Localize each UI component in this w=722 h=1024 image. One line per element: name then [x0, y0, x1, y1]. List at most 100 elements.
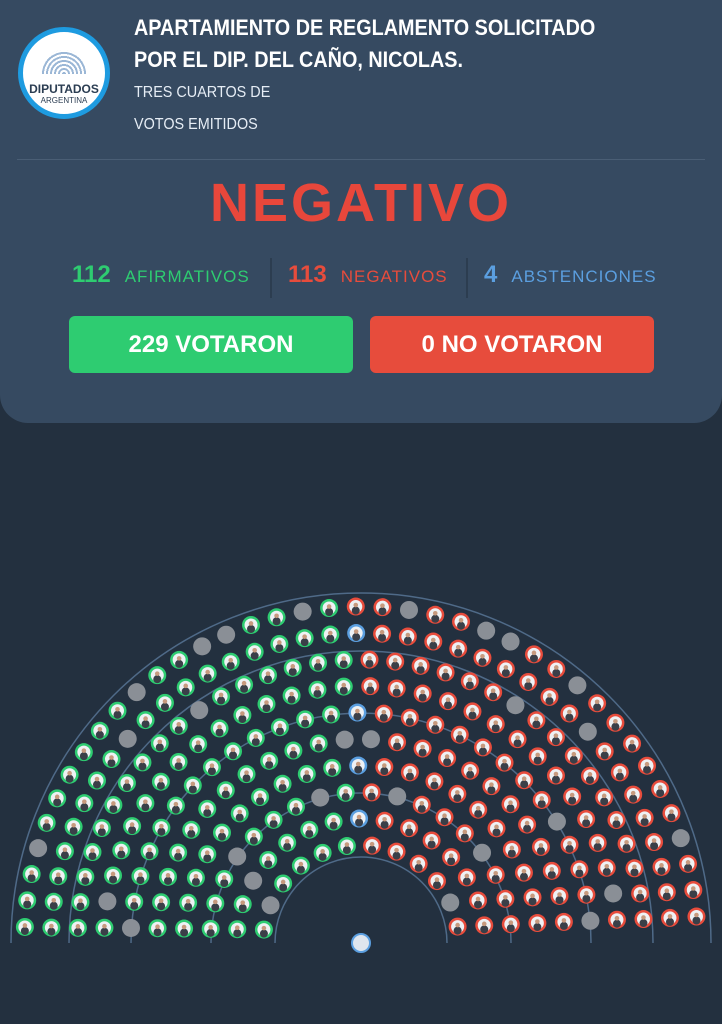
seat-negativo[interactable] [607, 910, 626, 929]
seat-negativo[interactable] [486, 865, 505, 884]
seat-negativo[interactable] [563, 787, 582, 806]
seat-afirmativo[interactable] [282, 686, 301, 705]
seat-negativo[interactable] [422, 831, 441, 850]
seat-negativo[interactable] [438, 749, 457, 768]
seat-negativo[interactable] [442, 848, 461, 867]
seat-negativo[interactable] [607, 811, 626, 830]
seat-afirmativo[interactable] [150, 734, 169, 753]
seat-negativo[interactable] [588, 694, 607, 713]
seat-afirmativo[interactable] [244, 827, 263, 846]
seat-negativo[interactable] [362, 783, 381, 802]
seat-afirmativo[interactable] [198, 799, 217, 818]
seat-ausente[interactable] [121, 918, 140, 937]
seat-negativo[interactable] [436, 663, 455, 682]
seat-negativo[interactable] [496, 889, 515, 908]
seat-ausente[interactable] [473, 843, 492, 862]
seat-afirmativo[interactable] [309, 653, 328, 672]
seat-negativo[interactable] [651, 779, 670, 798]
seat-negativo[interactable] [645, 833, 664, 852]
seat-afirmativo[interactable] [245, 642, 264, 661]
seat-ausente[interactable] [441, 893, 460, 912]
seat-afirmativo[interactable] [198, 664, 217, 683]
seat-afirmativo[interactable] [170, 650, 189, 669]
seat-afirmativo[interactable] [92, 819, 111, 838]
seat-afirmativo[interactable] [297, 764, 316, 783]
seat-afirmativo[interactable] [336, 783, 355, 802]
seat-negativo[interactable] [373, 598, 392, 617]
seat-afirmativo[interactable] [202, 758, 221, 777]
seat-negativo[interactable] [449, 639, 468, 658]
seat-ausente[interactable] [547, 812, 566, 831]
seat-afirmativo[interactable] [216, 781, 235, 800]
seat-negativo[interactable] [610, 763, 629, 782]
seat-negativo[interactable] [540, 687, 559, 706]
seat-negativo[interactable] [635, 808, 654, 827]
seat-negativo[interactable] [496, 659, 515, 678]
seat-ausente[interactable] [506, 696, 525, 715]
seat-ausente[interactable] [228, 847, 247, 866]
seat-negativo[interactable] [448, 917, 467, 936]
seat-negativo[interactable] [624, 785, 643, 804]
seat-afirmativo[interactable] [274, 874, 293, 893]
seat-negativo[interactable] [564, 746, 583, 765]
seat-afirmativo[interactable] [313, 843, 332, 862]
seat-negativo[interactable] [528, 914, 547, 933]
seat-afirmativo[interactable] [175, 919, 194, 938]
seat-negativo[interactable] [528, 747, 547, 766]
seat-ausente[interactable] [388, 787, 407, 806]
seat-afirmativo[interactable] [212, 687, 231, 706]
seat-negativo[interactable] [425, 772, 444, 791]
seat-abstencion[interactable] [349, 756, 368, 775]
seat-afirmativo[interactable] [18, 891, 37, 910]
seat-afirmativo[interactable] [64, 817, 83, 836]
seat-negativo[interactable] [398, 627, 417, 646]
seat-afirmativo[interactable] [278, 833, 297, 852]
seat-negativo[interactable] [657, 883, 676, 902]
seat-ausente[interactable] [578, 722, 597, 741]
seat-afirmativo[interactable] [309, 734, 328, 753]
seat-negativo[interactable] [495, 753, 514, 772]
seat-afirmativo[interactable] [74, 743, 93, 762]
seat-abstencion[interactable] [347, 624, 366, 643]
seat-ausente[interactable] [127, 683, 146, 702]
seat-negativo[interactable] [435, 808, 454, 827]
seat-negativo[interactable] [546, 766, 565, 785]
seat-negativo[interactable] [460, 672, 479, 691]
seat-negativo[interactable] [400, 708, 419, 727]
seat-afirmativo[interactable] [68, 918, 87, 937]
seat-afirmativo[interactable] [228, 920, 247, 939]
seat-afirmativo[interactable] [210, 719, 229, 738]
seat-afirmativo[interactable] [148, 919, 167, 938]
seat-ausente[interactable] [29, 839, 48, 858]
seat-afirmativo[interactable] [169, 716, 188, 735]
seat-negativo[interactable] [625, 859, 644, 878]
seat-afirmativo[interactable] [334, 651, 353, 670]
seat-afirmativo[interactable] [95, 918, 114, 937]
seat-negativo[interactable] [606, 713, 625, 732]
seat-afirmativo[interactable] [37, 813, 56, 832]
seat-negativo[interactable] [424, 632, 443, 651]
seat-afirmativo[interactable] [136, 711, 155, 730]
seat-negativo[interactable] [450, 725, 469, 744]
no-votaron-button[interactable]: 0 NO VOTARON [370, 316, 654, 373]
seat-ausente[interactable] [399, 600, 418, 619]
seat-afirmativo[interactable] [60, 765, 79, 784]
seat-afirmativo[interactable] [337, 837, 356, 856]
seat-afirmativo[interactable] [90, 721, 109, 740]
seat-presidente[interactable] [351, 933, 371, 953]
seat-negativo[interactable] [388, 733, 407, 752]
seat-negativo[interactable] [361, 677, 380, 696]
seat-negativo[interactable] [375, 811, 394, 830]
seat-afirmativo[interactable] [155, 693, 174, 712]
seat-afirmativo[interactable] [176, 678, 195, 697]
seat-ausente[interactable] [190, 701, 209, 720]
seat-afirmativo[interactable] [55, 842, 74, 861]
seat-afirmativo[interactable] [131, 867, 150, 886]
seat-negativo[interactable] [375, 758, 394, 777]
seat-afirmativo[interactable] [254, 920, 273, 939]
seat-afirmativo[interactable] [123, 817, 142, 836]
seat-afirmativo[interactable] [75, 794, 94, 813]
seat-afirmativo[interactable] [83, 843, 102, 862]
seat-negativo[interactable] [524, 645, 543, 664]
seat-afirmativo[interactable] [270, 718, 289, 737]
